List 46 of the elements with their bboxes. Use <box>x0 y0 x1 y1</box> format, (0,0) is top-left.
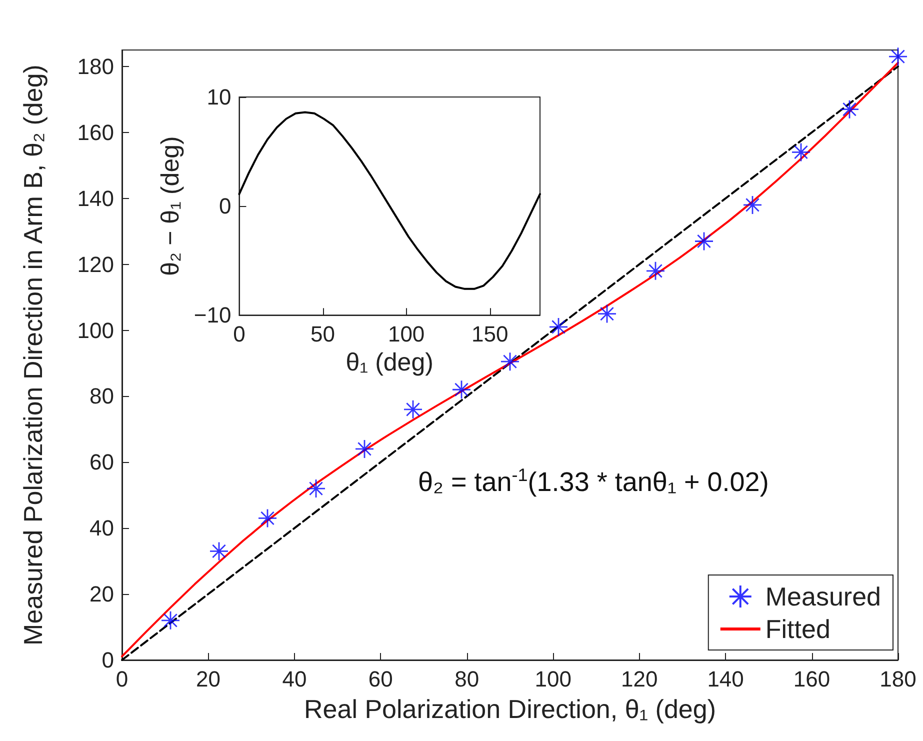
point <box>306 478 326 498</box>
point <box>791 142 811 162</box>
point <box>403 400 423 420</box>
x-tick-label: 60 <box>368 666 393 692</box>
x-tick-label: 160 <box>793 666 830 692</box>
y-tick-label: 180 <box>77 54 114 79</box>
y-tick-label: 10 <box>206 84 232 110</box>
point <box>840 100 860 120</box>
point <box>694 232 714 251</box>
point <box>258 508 278 528</box>
point <box>452 380 472 400</box>
x-axis-title: Real Polarization Direction, θ₁ (deg) <box>304 694 716 724</box>
y-tick-label: 140 <box>77 186 114 211</box>
x-tick-label: 120 <box>620 666 658 692</box>
point <box>160 610 180 630</box>
x-axis-title: θ₁ (deg) <box>346 348 434 376</box>
y-tick-label: −10 <box>194 302 232 328</box>
x-tick-label: 40 <box>282 666 307 692</box>
point <box>742 195 762 215</box>
point <box>209 541 229 561</box>
y-axis-title: Measured Polarization Direction in Arm B, θ₂ (deg) <box>18 64 48 646</box>
y-tick-label: 80 <box>90 384 114 409</box>
x-tick-label: 140 <box>707 666 744 692</box>
legend-label: Measured <box>765 582 882 612</box>
legend-label: Fitted <box>765 614 830 644</box>
x-tick-label: 100 <box>534 666 572 692</box>
x-tick-label: 100 <box>388 322 425 347</box>
point <box>888 46 908 66</box>
point <box>597 304 617 324</box>
y-tick-label: 40 <box>90 516 114 541</box>
x-tick-label: 50 <box>310 322 336 347</box>
x-tick-label: 150 <box>472 322 508 347</box>
x-tick-label: 80 <box>454 666 480 692</box>
point <box>646 261 666 281</box>
point <box>500 352 520 372</box>
y-tick-label: 0 <box>218 194 232 219</box>
point <box>548 317 568 337</box>
y-tick-label: 60 <box>90 450 114 475</box>
y-tick-label: 20 <box>90 582 114 607</box>
y-tick-label: 160 <box>77 120 114 145</box>
y-axis-title: θ₂ − θ₁ (deg) <box>156 136 184 276</box>
y-tick-label: 120 <box>77 252 114 277</box>
point <box>354 439 374 459</box>
line-series <box>238 111 541 290</box>
y-tick-label: 0 <box>102 648 114 672</box>
x-tick-label: 180 <box>880 666 916 692</box>
